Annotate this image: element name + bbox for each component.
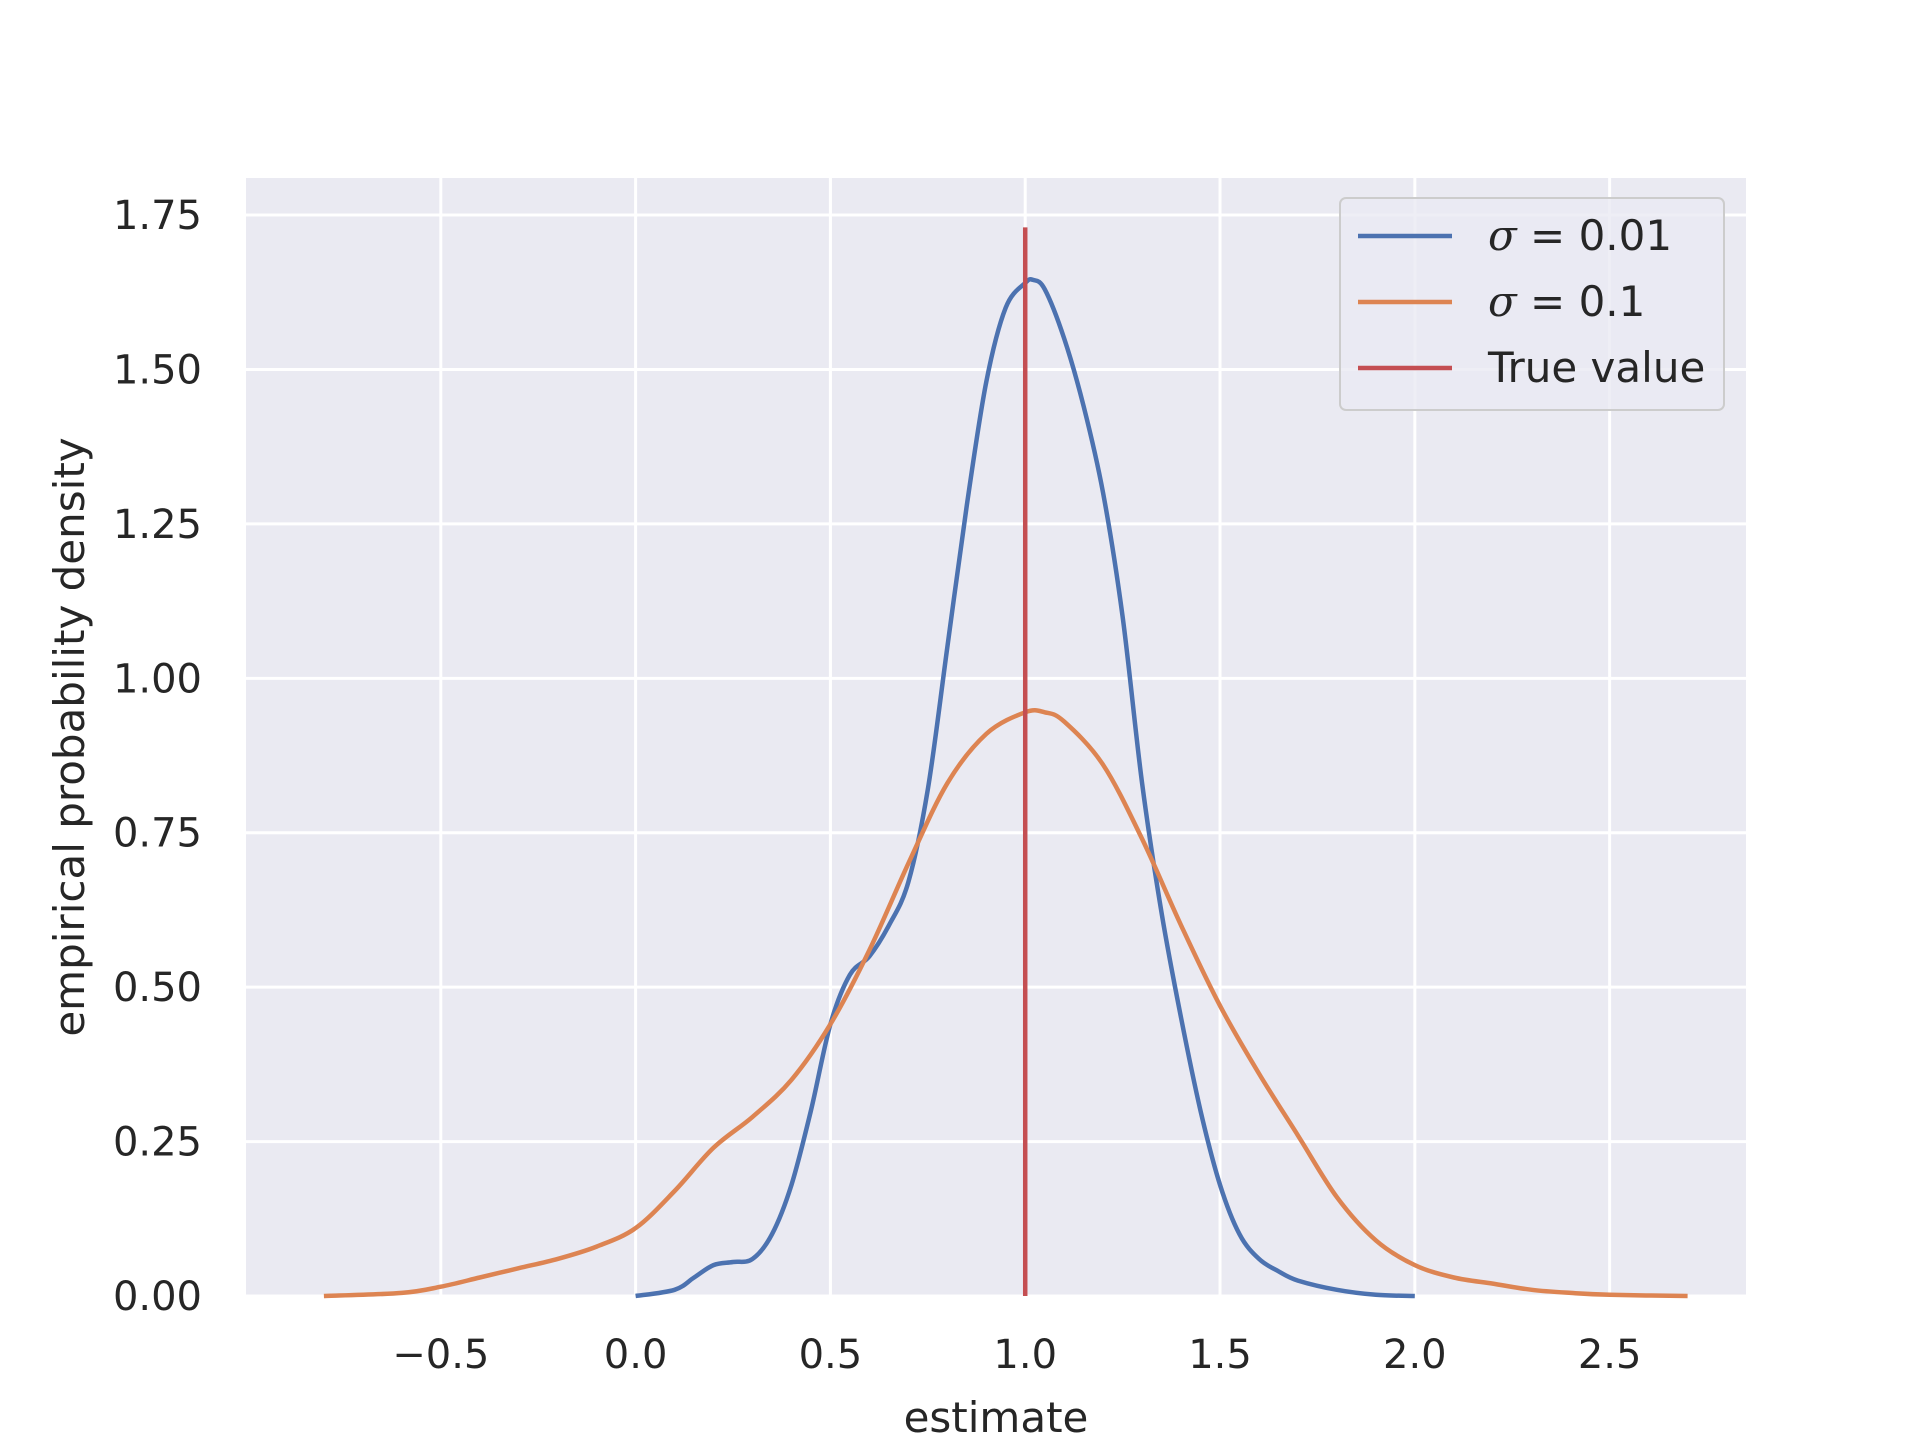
y-tick-label: 1.75 (113, 193, 202, 239)
legend-label: = 0.1 (1517, 277, 1646, 326)
series-layer (323, 227, 1688, 1299)
y-tick-label: 1.50 (113, 347, 202, 393)
y-axis-label: empirical probability density (45, 437, 94, 1036)
legend-entry: σ = 0.1 (1488, 277, 1645, 326)
y-tick-label: 0.50 (113, 965, 202, 1011)
x-tick-label: −0.5 (392, 1332, 489, 1378)
y-tick-label: 0.75 (113, 811, 202, 857)
legend-box (1339, 197, 1725, 411)
x-tick-label: 1.5 (1188, 1332, 1252, 1378)
x-tick-label: 0.0 (604, 1332, 668, 1378)
x-tick-label: 0.5 (799, 1332, 863, 1378)
legend-label: True value (1487, 343, 1705, 392)
x-axis-label: estimate (904, 1393, 1089, 1440)
legend-sigma-symbol: σ (1488, 211, 1518, 260)
legend-entry: True value (1487, 343, 1705, 392)
x-tick-label: 2.5 (1578, 1332, 1642, 1378)
legend-label: = 0.01 (1517, 211, 1672, 260)
legend-entry: σ = 0.01 (1488, 211, 1672, 260)
y-tick-label: 0.25 (113, 1120, 202, 1166)
y-tick-label: 1.00 (113, 656, 202, 702)
tick-labels: −0.5 0.0 0.5 1.0 1.5 2.0 2.5 0.00 0.25 0.50 0.75 1.… (113, 193, 1642, 1378)
grid (246, 178, 1746, 1298)
series-sigma-0-01-line (635, 276, 1415, 1299)
x-tick-label: 2.0 (1383, 1332, 1447, 1378)
y-tick-label: 0.00 (113, 1274, 202, 1320)
x-tick-label: 1.0 (993, 1332, 1057, 1378)
y-tick-label: 1.25 (113, 502, 202, 548)
legend-sigma-symbol: σ (1488, 277, 1518, 326)
